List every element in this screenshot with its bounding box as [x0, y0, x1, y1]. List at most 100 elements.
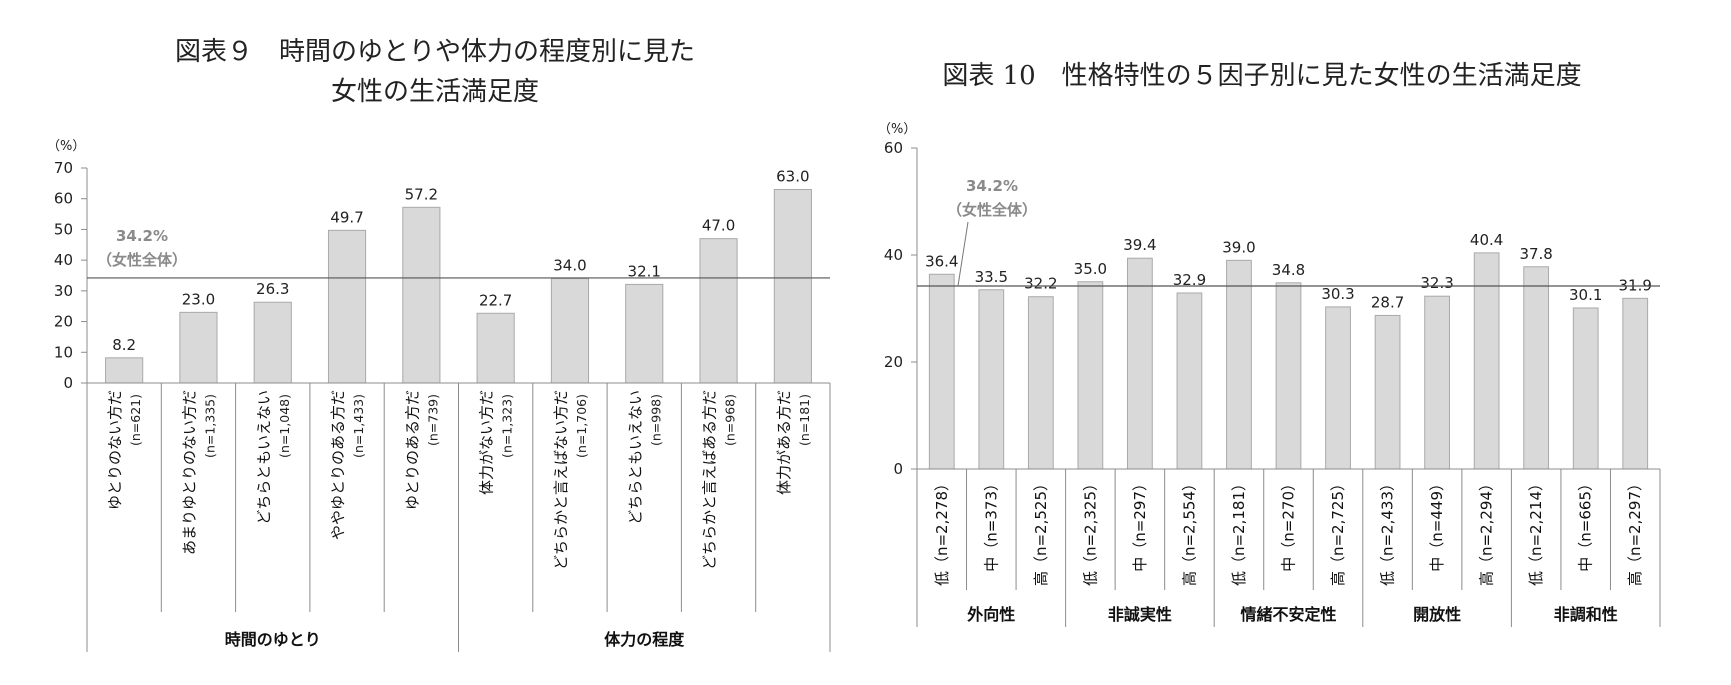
y-axis-unit: （%）: [878, 122, 916, 137]
data-label: 28.7: [1371, 293, 1404, 311]
category-label: 低（n=2,278）: [933, 476, 951, 586]
category-sample-size: (n=621): [128, 394, 143, 446]
category-label: ゆとりのある方だ: [403, 390, 421, 510]
chart-title: 図表 10 性格特性の５因子別に見た女性の生活満足度: [942, 61, 1581, 91]
bar: [327, 229, 367, 384]
bar: [476, 312, 515, 384]
category-sample-size: (n=1,323): [500, 394, 515, 458]
category-label: 中（n=270）: [1280, 476, 1298, 572]
reference-annotation: （女性全体）: [947, 201, 1037, 219]
data-label: 34.8: [1272, 261, 1305, 279]
annotation-leader-line: [957, 221, 969, 287]
data-label: 22.7: [479, 291, 512, 309]
category-label: 高（n=2,525）: [1032, 476, 1050, 586]
bar: [253, 301, 292, 384]
bar: [978, 289, 1005, 470]
data-label: 32.3: [1420, 274, 1453, 292]
category-label: 体力がない方だ: [478, 390, 496, 495]
bar: [1622, 297, 1649, 470]
category-sample-size: (n=739): [425, 394, 440, 446]
bar: [1226, 259, 1252, 470]
data-label: 57.2: [405, 185, 438, 203]
y-tick-label: 50: [54, 220, 73, 238]
data-label: 36.4: [925, 252, 958, 270]
category-label: 体力がある方だ: [775, 390, 793, 495]
bar: [1473, 252, 1500, 470]
data-label: 30.3: [1321, 285, 1354, 303]
chart-2: 図表 10 性格特性の５因子別に見た女性の生活満足度 （%） 0 20 40 60 36.4…: [878, 61, 1661, 627]
bar: [179, 311, 218, 384]
bar: [1325, 306, 1351, 470]
data-label: 37.8: [1519, 245, 1552, 263]
group-label: 情緒不安定性: [1240, 605, 1336, 624]
category-sample-size: (n=1,706): [574, 394, 589, 458]
y-tick-label: 40: [54, 251, 73, 269]
reference-annotation: （女性全体）: [97, 251, 187, 269]
category-label: あまりゆとりのない方だ: [180, 390, 198, 555]
category-label: 中（n=449）: [1428, 476, 1446, 572]
y-tick-label: 20: [884, 353, 903, 371]
y-tick-label: 40: [884, 246, 903, 264]
bar: [928, 273, 955, 470]
category-sample-size: (n=1,433): [351, 394, 366, 458]
category-label: どちらともいえない: [255, 390, 273, 525]
bar: [1027, 296, 1054, 470]
data-label: 39.0: [1222, 238, 1255, 256]
bar: [1523, 266, 1550, 470]
bar: [1275, 282, 1302, 470]
bar: [625, 283, 664, 384]
category-label: ゆとりのない方だ: [106, 390, 124, 510]
category-label: ややゆとりのある方だ: [329, 390, 347, 540]
data-label: 39.4: [1123, 236, 1156, 254]
data-label: 8.2: [112, 336, 136, 354]
reference-annotation: 34.2%: [966, 177, 1018, 195]
bar: [1424, 295, 1450, 470]
category-label: 高（n=2,554）: [1180, 476, 1198, 586]
category-label: どちらかと言えばない方だ: [552, 390, 570, 570]
data-label: 32.9: [1173, 271, 1206, 289]
y-tick-label: 20: [54, 313, 73, 331]
category-label: 高（n=2,297）: [1626, 476, 1644, 586]
bar: [1127, 257, 1153, 470]
y-tick-label: 0: [63, 374, 73, 392]
data-label: 47.0: [702, 217, 735, 235]
reference-annotation: 34.2%: [116, 227, 168, 245]
y-tick-label: 70: [54, 159, 73, 177]
category-sample-size: (n=1,048): [277, 394, 292, 458]
bar: [1572, 307, 1599, 470]
category-label: 低（n=2,214）: [1527, 476, 1545, 586]
bar: [105, 357, 144, 384]
data-label: 30.1: [1569, 286, 1602, 304]
category-label: 高（n=2,294）: [1478, 476, 1496, 586]
data-label: 23.0: [182, 290, 215, 308]
category-label: 中（n=373）: [982, 476, 1000, 572]
data-label: 32.1: [628, 262, 661, 280]
data-label: 34.0: [553, 257, 586, 275]
category-sample-size: (n=181): [797, 394, 812, 446]
data-label: 49.7: [330, 208, 363, 226]
data-label: 63.0: [776, 168, 809, 186]
y-tick-label: 0: [893, 460, 903, 478]
group-label: 非誠実性: [1108, 605, 1172, 624]
bar: [550, 278, 590, 384]
chart-title: 図表９ 時間のゆとりや体力の程度別に見た: [175, 37, 695, 67]
data-label: 32.2: [1024, 275, 1057, 293]
bar: [1077, 281, 1104, 470]
y-tick-label: 10: [54, 343, 73, 361]
category-label: 中（n=297）: [1131, 476, 1149, 572]
group-label: 時間のゆとり: [225, 630, 321, 649]
category-sample-size: (n=1,335): [202, 394, 217, 458]
y-tick-label: 60: [884, 139, 903, 157]
category-label: 低（n=2,181）: [1230, 476, 1248, 586]
category-sample-size: (n=968): [723, 394, 738, 446]
data-label: 35.0: [1074, 260, 1107, 278]
bar: [699, 238, 738, 384]
category-label: 低（n=2,433）: [1379, 476, 1397, 586]
y-tick-label: 60: [54, 190, 73, 208]
bar: [1176, 292, 1203, 470]
chart-title: 女性の生活満足度: [331, 77, 539, 107]
bar: [773, 189, 812, 384]
category-label: 低（n=2,325）: [1081, 476, 1099, 586]
group-label: 体力の程度: [604, 630, 685, 649]
